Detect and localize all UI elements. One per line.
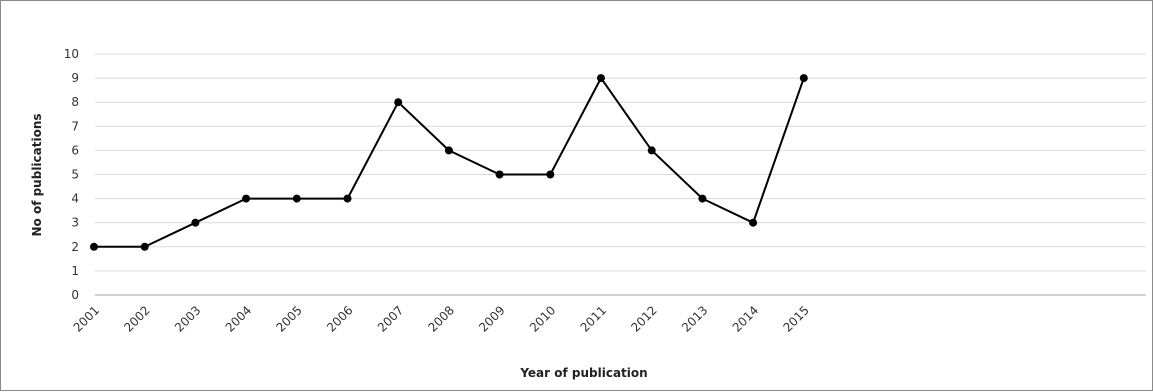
series-line xyxy=(94,76,805,248)
x-axis-title: Year of publication xyxy=(519,366,647,380)
x-tick-label: 2007 xyxy=(375,303,406,334)
x-tick-label: 2008 xyxy=(426,303,457,334)
data-point xyxy=(140,242,149,251)
y-tick-label: 2 xyxy=(71,240,79,254)
y-tick-label: 10 xyxy=(64,47,79,61)
data-point xyxy=(444,146,453,155)
x-tick-label: 2001 xyxy=(71,303,102,334)
y-tick-label: 0 xyxy=(71,288,79,302)
x-tick-label: 2015 xyxy=(780,303,811,334)
data-point xyxy=(546,170,555,179)
y-tick-label: 9 xyxy=(71,71,79,85)
data-point xyxy=(698,194,707,203)
x-tick-label: 2006 xyxy=(324,303,355,334)
x-tick-label: 2010 xyxy=(527,303,558,334)
x-tick-label: 2005 xyxy=(273,303,304,334)
data-point xyxy=(394,98,403,107)
data-point xyxy=(292,194,301,203)
y-tick-label: 3 xyxy=(71,216,79,230)
y-axis-title: No of publications xyxy=(30,113,44,236)
data-point xyxy=(495,170,504,179)
data-point xyxy=(647,146,656,155)
y-tick-labels: 0 1 2 3 4 5 6 7 8 9 10 xyxy=(64,47,79,302)
gridlines xyxy=(95,53,1146,272)
x-tick-label: 2004 xyxy=(223,303,254,334)
data-point xyxy=(749,218,758,227)
y-tick-label: 6 xyxy=(71,143,79,157)
data-point xyxy=(597,74,605,83)
y-tick-label: 7 xyxy=(71,119,79,133)
x-tick-label: 2003 xyxy=(172,303,203,334)
y-tick-label: 4 xyxy=(71,192,79,206)
data-point xyxy=(343,194,352,203)
data-point xyxy=(90,242,98,251)
x-tick-label: 2014 xyxy=(730,303,761,334)
x-tick-label: 2002 xyxy=(121,303,152,334)
x-tick-label: 2013 xyxy=(679,303,710,334)
x-tick-label: 2011 xyxy=(578,303,609,334)
y-tick-label: 1 xyxy=(71,264,79,278)
y-tick-label: 8 xyxy=(71,95,79,109)
x-tick-labels: 2001 2002 2003 2004 2005 2006 2007 2008 2009 2010… xyxy=(71,303,812,334)
y-tick-label: 5 xyxy=(71,168,79,182)
data-point xyxy=(799,74,808,83)
data-points xyxy=(90,74,808,251)
data-point xyxy=(191,218,200,227)
x-tick-label: 2009 xyxy=(476,303,507,334)
x-tick-label: 2012 xyxy=(628,303,659,334)
data-point xyxy=(242,194,251,203)
